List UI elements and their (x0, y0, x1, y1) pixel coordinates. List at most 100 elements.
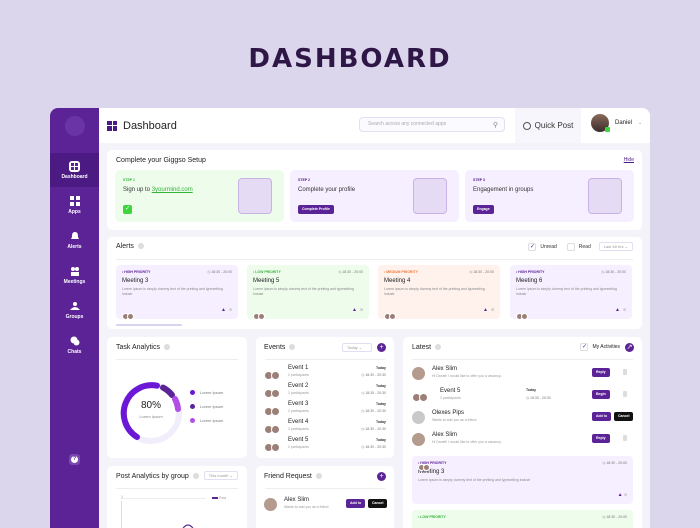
task-analytics-card: Task Analytics 80% Lorem Ipsum Lorem Ips… (107, 337, 247, 458)
alert-card[interactable]: • MEDIUM PRIORITY ◷ 18:30 - 20:00 Meetin… (378, 265, 500, 320)
trash-icon[interactable]: ■ (623, 492, 627, 498)
sidebar-item-dashboard[interactable]: Dashboard (50, 153, 99, 187)
friend-request-row: Alex Slim Wants to add you as a friend Add… (264, 496, 388, 516)
bell-icon[interactable]: ▲ (483, 307, 488, 313)
group-icon (69, 301, 80, 312)
setup-card: Complete your Giggso Setup Hide STEP 1 S… (107, 150, 642, 230)
alert-card[interactable]: • HIGH PRIORITY ◷ 18:30 - 20:00 Meeting … (510, 265, 632, 320)
sidebar-item-apps[interactable]: Apps (50, 188, 99, 222)
post-range-select[interactable]: This month ⌄ (203, 471, 238, 480)
alerts-filters: ✓ Unread Read Last 48 hrs ⌄ (528, 242, 633, 251)
cancel-button[interactable]: Cancel (614, 412, 634, 421)
unread-checkbox[interactable]: ✓ (528, 242, 537, 251)
lock-illustration-icon (238, 178, 272, 214)
search-icon: ⚲ (492, 122, 498, 129)
avatar (412, 433, 425, 446)
help-icon: ? (71, 456, 78, 463)
chevron-down-icon: ⌄ (638, 120, 643, 126)
participants-avatars (122, 307, 135, 320)
bell-icon[interactable]: ▲ (221, 307, 226, 313)
sidebar-item-meetings[interactable]: Meetings (50, 258, 99, 292)
sidebar-item-chats[interactable]: Chats (50, 328, 99, 362)
add-event-button[interactable]: + (377, 343, 386, 352)
cancel-button[interactable]: Cancel (368, 499, 388, 508)
info-icon (163, 344, 170, 351)
trash-icon[interactable] (623, 391, 627, 397)
trash-icon[interactable]: ■ (622, 307, 626, 313)
bell-icon[interactable]: ▲ (617, 492, 623, 498)
post-analytics-card: Post Analytics by group This month ⌄ 1 P… (107, 466, 247, 528)
my-activities-checkbox[interactable]: ✓ (580, 343, 589, 351)
alert-card[interactable]: • HIGH PRIORITY ◷ 18:30 - 20:00 Meeting … (412, 456, 633, 504)
friend-request-card: Friend Request + Alex Slim Wants to add y… (256, 466, 394, 528)
alert-card[interactable]: • LOW PRIORITY ◷ 18:30 - 20:00 Meeting 5… (247, 265, 369, 320)
add-friend-button[interactable]: Add to (346, 499, 366, 508)
complete-profile-button[interactable]: Complete Profile (298, 205, 334, 214)
reply-button[interactable]: Reply (592, 434, 610, 443)
trash-icon[interactable] (623, 435, 627, 441)
participants-avatars (253, 307, 266, 320)
stopwatch-icon (522, 121, 531, 130)
user-menu[interactable]: Daniel ⌄ (591, 114, 642, 132)
alert-card[interactable]: • HIGH PRIORITY ◷ 18:30 - 20:00 Meeting … (116, 265, 238, 320)
avatar (412, 367, 425, 380)
help-button[interactable]: ? (69, 454, 80, 465)
avatar (591, 114, 610, 132)
page-title: Dashboard (123, 119, 177, 132)
avatar (264, 498, 277, 511)
trash-icon[interactable]: ■ (490, 307, 494, 313)
latest-card: Latest ✓ My Activities ↗ Alex Slim Hi Dani… (403, 337, 642, 528)
quick-post-button[interactable]: Quick Post (515, 108, 581, 143)
info-icon (315, 473, 322, 480)
begin-button[interactable]: Begin (592, 390, 610, 399)
activity-row: Alex Slim Hi Daniel! I would like to offe… (412, 365, 633, 385)
signup-link[interactable]: 3yourmind.com (151, 187, 193, 193)
activity-row: Olexes Pips Wants to add you as a friend A… (412, 409, 634, 429)
engage-button[interactable]: Engage (473, 205, 494, 214)
chat-icon (69, 336, 80, 347)
avatar (412, 411, 425, 424)
legend-item: Lorem Ipsum (190, 404, 223, 409)
reply-button[interactable]: Reply (592, 368, 610, 377)
online-status-icon (605, 127, 610, 132)
expand-button[interactable]: ↗ (625, 343, 634, 352)
bell-icon (69, 231, 80, 242)
events-filter-select[interactable]: Today ⌄ (342, 343, 372, 352)
sidebar-item-alerts[interactable]: Alerts (50, 223, 99, 257)
apps-icon (69, 196, 80, 207)
trash-icon[interactable]: ■ (228, 307, 232, 313)
add-friend-button[interactable]: Add to (592, 412, 612, 421)
setup-title: Complete your Giggso Setup (116, 157, 206, 164)
horizontal-scrollbar[interactable] (116, 324, 182, 326)
top-bar: Dashboard Search across any connected ap… (99, 108, 650, 143)
search-input[interactable]: Search across any connected apps ⚲ (359, 117, 505, 132)
bell-icon[interactable]: ▲ (352, 307, 357, 313)
add-friend-plus-button[interactable]: + (377, 472, 386, 481)
activity-row: Alex Slim Hi Daniel! I would like to offe… (412, 431, 633, 451)
range-select[interactable]: Last 48 hrs ⌄ (598, 242, 633, 251)
hide-link[interactable]: Hide (623, 157, 634, 163)
sidebar: Dashboard Apps Alerts Meetings Groups Ch… (50, 108, 99, 528)
setup-step-2: STEP 2 Complete your profile Complete Pr… (290, 170, 459, 222)
info-icon (192, 473, 199, 480)
alerts-title: Alerts (116, 243, 134, 250)
dashboard-icon (107, 120, 117, 131)
puzzle-illustration-icon (588, 178, 622, 214)
setup-step-3: STEP 3 Engagement in groups Engage (465, 170, 634, 222)
bell-icon[interactable]: ▲ (615, 307, 620, 313)
sidebar-item-groups[interactable]: Groups (50, 293, 99, 327)
setup-step-1: STEP 1 Sign up to 3yourmind.com ✓ (115, 170, 284, 222)
alert-card[interactable]: • LOW PRIORITY ◷ 18:30 - 20:00 (412, 510, 633, 528)
trash-icon[interactable] (623, 369, 627, 375)
trash-icon[interactable]: ■ (359, 307, 363, 313)
legend-item: Lorem Ipsum (190, 418, 223, 423)
logo (64, 116, 85, 136)
info-icon (289, 344, 296, 351)
read-checkbox[interactable] (566, 242, 575, 251)
